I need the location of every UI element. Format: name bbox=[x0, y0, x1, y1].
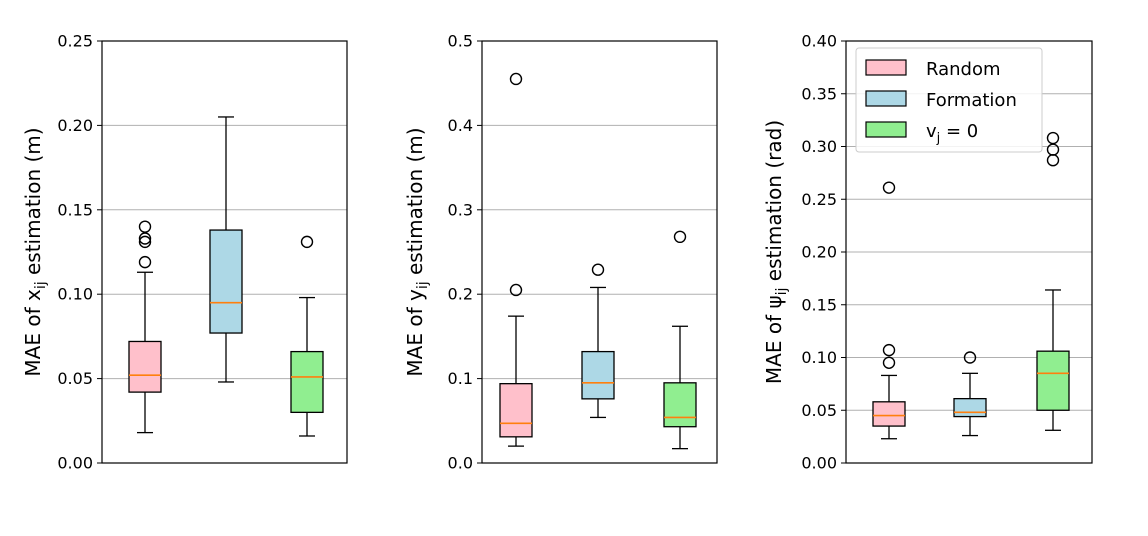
y-tick-label: 0.10 bbox=[57, 285, 93, 304]
box-vj0 bbox=[1036, 131, 1070, 431]
y-tick-label: 0.20 bbox=[57, 116, 93, 135]
y-tick-label: 0.00 bbox=[57, 454, 93, 473]
outlier-point bbox=[882, 181, 896, 194]
y-tick-label: 0.3 bbox=[448, 200, 473, 219]
outlier-point bbox=[882, 356, 896, 369]
box-vj0 bbox=[290, 235, 324, 437]
axes-frame bbox=[845, 40, 1093, 464]
outlier-point bbox=[1046, 154, 1060, 167]
outlier-point bbox=[591, 263, 605, 276]
box-body bbox=[209, 229, 243, 334]
legend-label-random: Random bbox=[926, 59, 1001, 80]
box-formation bbox=[209, 116, 243, 383]
box-body bbox=[953, 397, 987, 418]
box-random bbox=[499, 72, 533, 447]
y-tick-label: 0.30 bbox=[801, 137, 837, 156]
box-body bbox=[581, 350, 615, 400]
outlier-point bbox=[138, 235, 152, 249]
y-tick-label: 0.10 bbox=[801, 348, 837, 367]
legend: Random Formation vj = 0 bbox=[855, 47, 1043, 153]
y-tick-label: 0.15 bbox=[57, 200, 93, 219]
y-tick-label: 0.35 bbox=[801, 84, 837, 103]
y-axis-label: MAE of xij estimation (m) bbox=[21, 127, 49, 376]
legend-swatch-formation bbox=[865, 90, 907, 107]
legend-label-vj0: vj = 0 bbox=[926, 121, 978, 146]
box-body bbox=[663, 382, 697, 428]
y-tick-label: 0.40 bbox=[801, 32, 837, 51]
outlier-point bbox=[1046, 131, 1060, 145]
outlier-point bbox=[963, 351, 977, 364]
y-tick-label: 0.05 bbox=[801, 401, 837, 420]
y-tick-label: 0.2 bbox=[448, 285, 473, 304]
gridlines bbox=[482, 124, 717, 380]
outlier-point bbox=[509, 72, 523, 86]
subplot-y-mae: MAE of yij estimation (m) 0.0 0.1 0.2 0.3 0.… bbox=[403, 32, 718, 473]
y-tick-label: 0.1 bbox=[448, 369, 473, 388]
outlier-point bbox=[673, 230, 687, 244]
y-axis-label: MAE of ψij estimation (rad) bbox=[762, 120, 790, 384]
y-tick-label: 0.05 bbox=[57, 369, 93, 388]
outlier-point bbox=[138, 232, 152, 245]
box-body bbox=[128, 340, 162, 393]
box-random bbox=[872, 181, 906, 440]
axes-frame bbox=[481, 40, 718, 464]
legend-swatch-vj0 bbox=[865, 121, 907, 138]
outlier-point bbox=[138, 255, 152, 269]
box-random bbox=[128, 220, 162, 434]
y-tick-label: 0.5 bbox=[448, 32, 473, 51]
outlier-point bbox=[1046, 143, 1060, 156]
box-body bbox=[290, 350, 324, 414]
axes-frame bbox=[101, 40, 348, 464]
y-tick-label: 0.20 bbox=[801, 243, 837, 262]
y-tick-label: 0.15 bbox=[801, 295, 837, 314]
box-body bbox=[872, 401, 906, 427]
y-tick-label: 0.0 bbox=[448, 454, 473, 473]
box-formation bbox=[581, 263, 615, 419]
box-body bbox=[499, 383, 533, 438]
legend-label-formation: Formation bbox=[926, 90, 1017, 111]
outlier-point bbox=[882, 343, 896, 357]
subplot-x-mae: MAE of xij estimation (m) 0.00 0.05 0.10 0.… bbox=[21, 32, 348, 473]
box-formation bbox=[953, 351, 987, 437]
subplot-psi-mae: MAE of ψij estimation (rad) 0.00 0.05 0.10… bbox=[762, 32, 1093, 473]
legend-swatch-random bbox=[865, 59, 907, 76]
y-tick-label: 0.00 bbox=[801, 454, 837, 473]
y-tick-label: 0.25 bbox=[801, 190, 837, 209]
box-body bbox=[1036, 350, 1070, 411]
outlier-point bbox=[138, 220, 152, 233]
y-axis-label: MAE of yij estimation (m) bbox=[403, 127, 431, 376]
box-vj0 bbox=[663, 230, 697, 450]
outlier-point bbox=[509, 283, 523, 297]
y-tick-label: 0.25 bbox=[57, 32, 93, 51]
outlier-point bbox=[300, 235, 314, 249]
y-tick-label: 0.4 bbox=[448, 116, 473, 135]
